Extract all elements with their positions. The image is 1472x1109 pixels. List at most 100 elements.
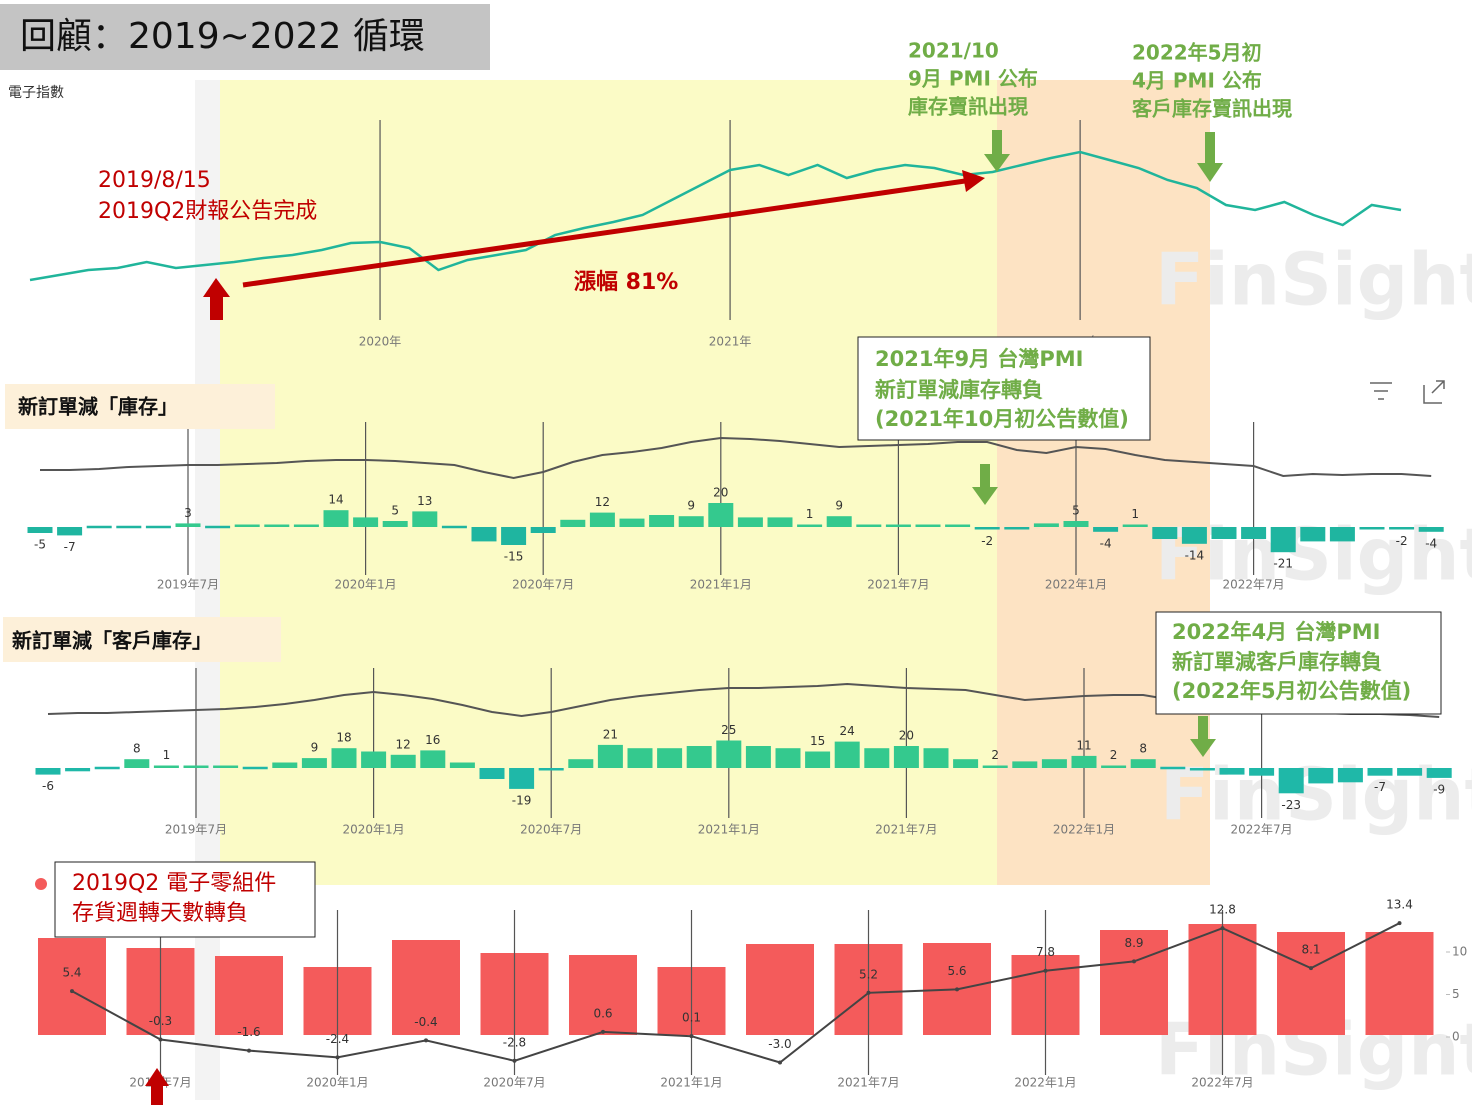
value-label: -2 — [1396, 534, 1408, 548]
label-box — [5, 384, 275, 429]
bar — [1308, 768, 1334, 784]
bar — [678, 516, 704, 527]
line-point — [512, 1058, 517, 1063]
bar — [1041, 759, 1067, 768]
value-label: 9 — [835, 499, 843, 513]
line-point — [1220, 926, 1225, 931]
x-tick-label: 2020年1月 — [343, 823, 405, 837]
up-arrow — [203, 278, 230, 297]
bar — [1130, 759, 1156, 768]
bar — [272, 762, 298, 768]
line-point — [955, 987, 959, 992]
bar — [1270, 527, 1296, 553]
bar — [1211, 527, 1237, 539]
x-tick-label: 2022年7月 — [1191, 1076, 1253, 1090]
annotation: 庫存賣訊出現 — [908, 95, 1028, 119]
value-label: 5.2 — [859, 967, 878, 981]
up-arrow — [210, 296, 223, 320]
annotation: 客戶庫存賣訊出現 — [1131, 97, 1292, 121]
bar — [560, 519, 586, 527]
bar — [826, 516, 852, 527]
bar — [38, 938, 106, 1035]
arrow-head — [962, 170, 985, 192]
bar — [301, 758, 327, 768]
bar — [885, 524, 911, 527]
value-label: 8 — [133, 742, 141, 756]
bar — [1152, 527, 1178, 539]
x-tick-label: 2021年1月 — [698, 823, 760, 837]
bar — [242, 766, 268, 770]
bar — [213, 765, 239, 768]
bar — [708, 503, 734, 527]
bar — [745, 746, 771, 768]
bar — [420, 750, 446, 768]
value-label: -19 — [512, 793, 532, 807]
bar — [1004, 527, 1030, 530]
x-tick-label: 2020年7月 — [512, 578, 574, 592]
bar — [1418, 527, 1444, 532]
value-label: 8 — [1139, 742, 1147, 756]
label-box — [3, 617, 281, 662]
bar — [1033, 523, 1059, 527]
bar — [1329, 527, 1355, 542]
bar — [923, 748, 949, 768]
value-label: -7 — [64, 540, 76, 554]
value-label: -14 — [1185, 548, 1205, 562]
bar — [471, 527, 497, 542]
bar — [1365, 932, 1434, 1035]
down-arrow — [1205, 132, 1215, 164]
expand-icon[interactable] — [1423, 380, 1445, 404]
bar — [805, 751, 831, 768]
line-point — [1309, 966, 1313, 971]
down-arrow — [1197, 163, 1223, 182]
line — [71, 922, 1400, 1064]
value-label: -3.0 — [768, 1037, 791, 1051]
bar — [1093, 527, 1119, 532]
annotation: 新訂單減客戶庫存轉負 — [1172, 650, 1382, 674]
x-tick-label: 2020年7月 — [520, 823, 582, 837]
value-label: -15 — [504, 550, 524, 564]
x-tick-label: 2021年1月 — [690, 578, 752, 592]
filter-icon[interactable] — [1370, 382, 1392, 400]
bar — [649, 515, 675, 527]
bar — [124, 759, 150, 768]
watermark: FinSight — [1155, 238, 1472, 322]
value-label: -7 — [1374, 780, 1386, 794]
bar — [479, 768, 505, 779]
bar — [1389, 527, 1415, 530]
trend-arrow — [242, 178, 966, 288]
bar — [737, 517, 763, 527]
bar — [382, 521, 408, 527]
value-label: 24 — [840, 724, 855, 738]
x-tick-label: 2020年1月 — [335, 578, 397, 592]
bar — [441, 525, 467, 529]
line-point — [1132, 959, 1136, 964]
bar — [1278, 768, 1304, 794]
bar — [1359, 527, 1385, 530]
legend-dot — [35, 878, 47, 890]
bar — [568, 759, 594, 768]
value-label: -2.4 — [326, 1032, 349, 1046]
annotation: 2021年9月 台灣PMI — [875, 347, 1083, 371]
x-tick-label: 2022年1月 — [1014, 1076, 1076, 1090]
annotation: 9月 PMI 公布 — [908, 67, 1038, 91]
line-point — [1397, 921, 1402, 926]
value-label: 3 — [184, 506, 192, 520]
x-tick-label: 2021年 — [709, 335, 752, 349]
value-label: 13 — [417, 494, 432, 508]
bar — [864, 748, 890, 768]
bar — [215, 956, 283, 1035]
annotation: 2022年5月初 — [1132, 41, 1262, 65]
watermark: FinSight — [1160, 753, 1472, 837]
x-tick-label: 2022年7月 — [1231, 823, 1293, 837]
annotation: 2021/10 — [908, 39, 999, 63]
y-tick-label: 0 — [1452, 1030, 1460, 1044]
arrows — [145, 130, 1223, 1105]
value-label: 15 — [810, 734, 825, 748]
bar — [1160, 766, 1186, 770]
bar — [834, 741, 860, 768]
bar — [893, 746, 919, 768]
charts: 2020年2021年2022年2019年7月2020年1月2020年7月2021… — [27, 120, 1467, 1090]
down-arrow — [1190, 739, 1216, 757]
